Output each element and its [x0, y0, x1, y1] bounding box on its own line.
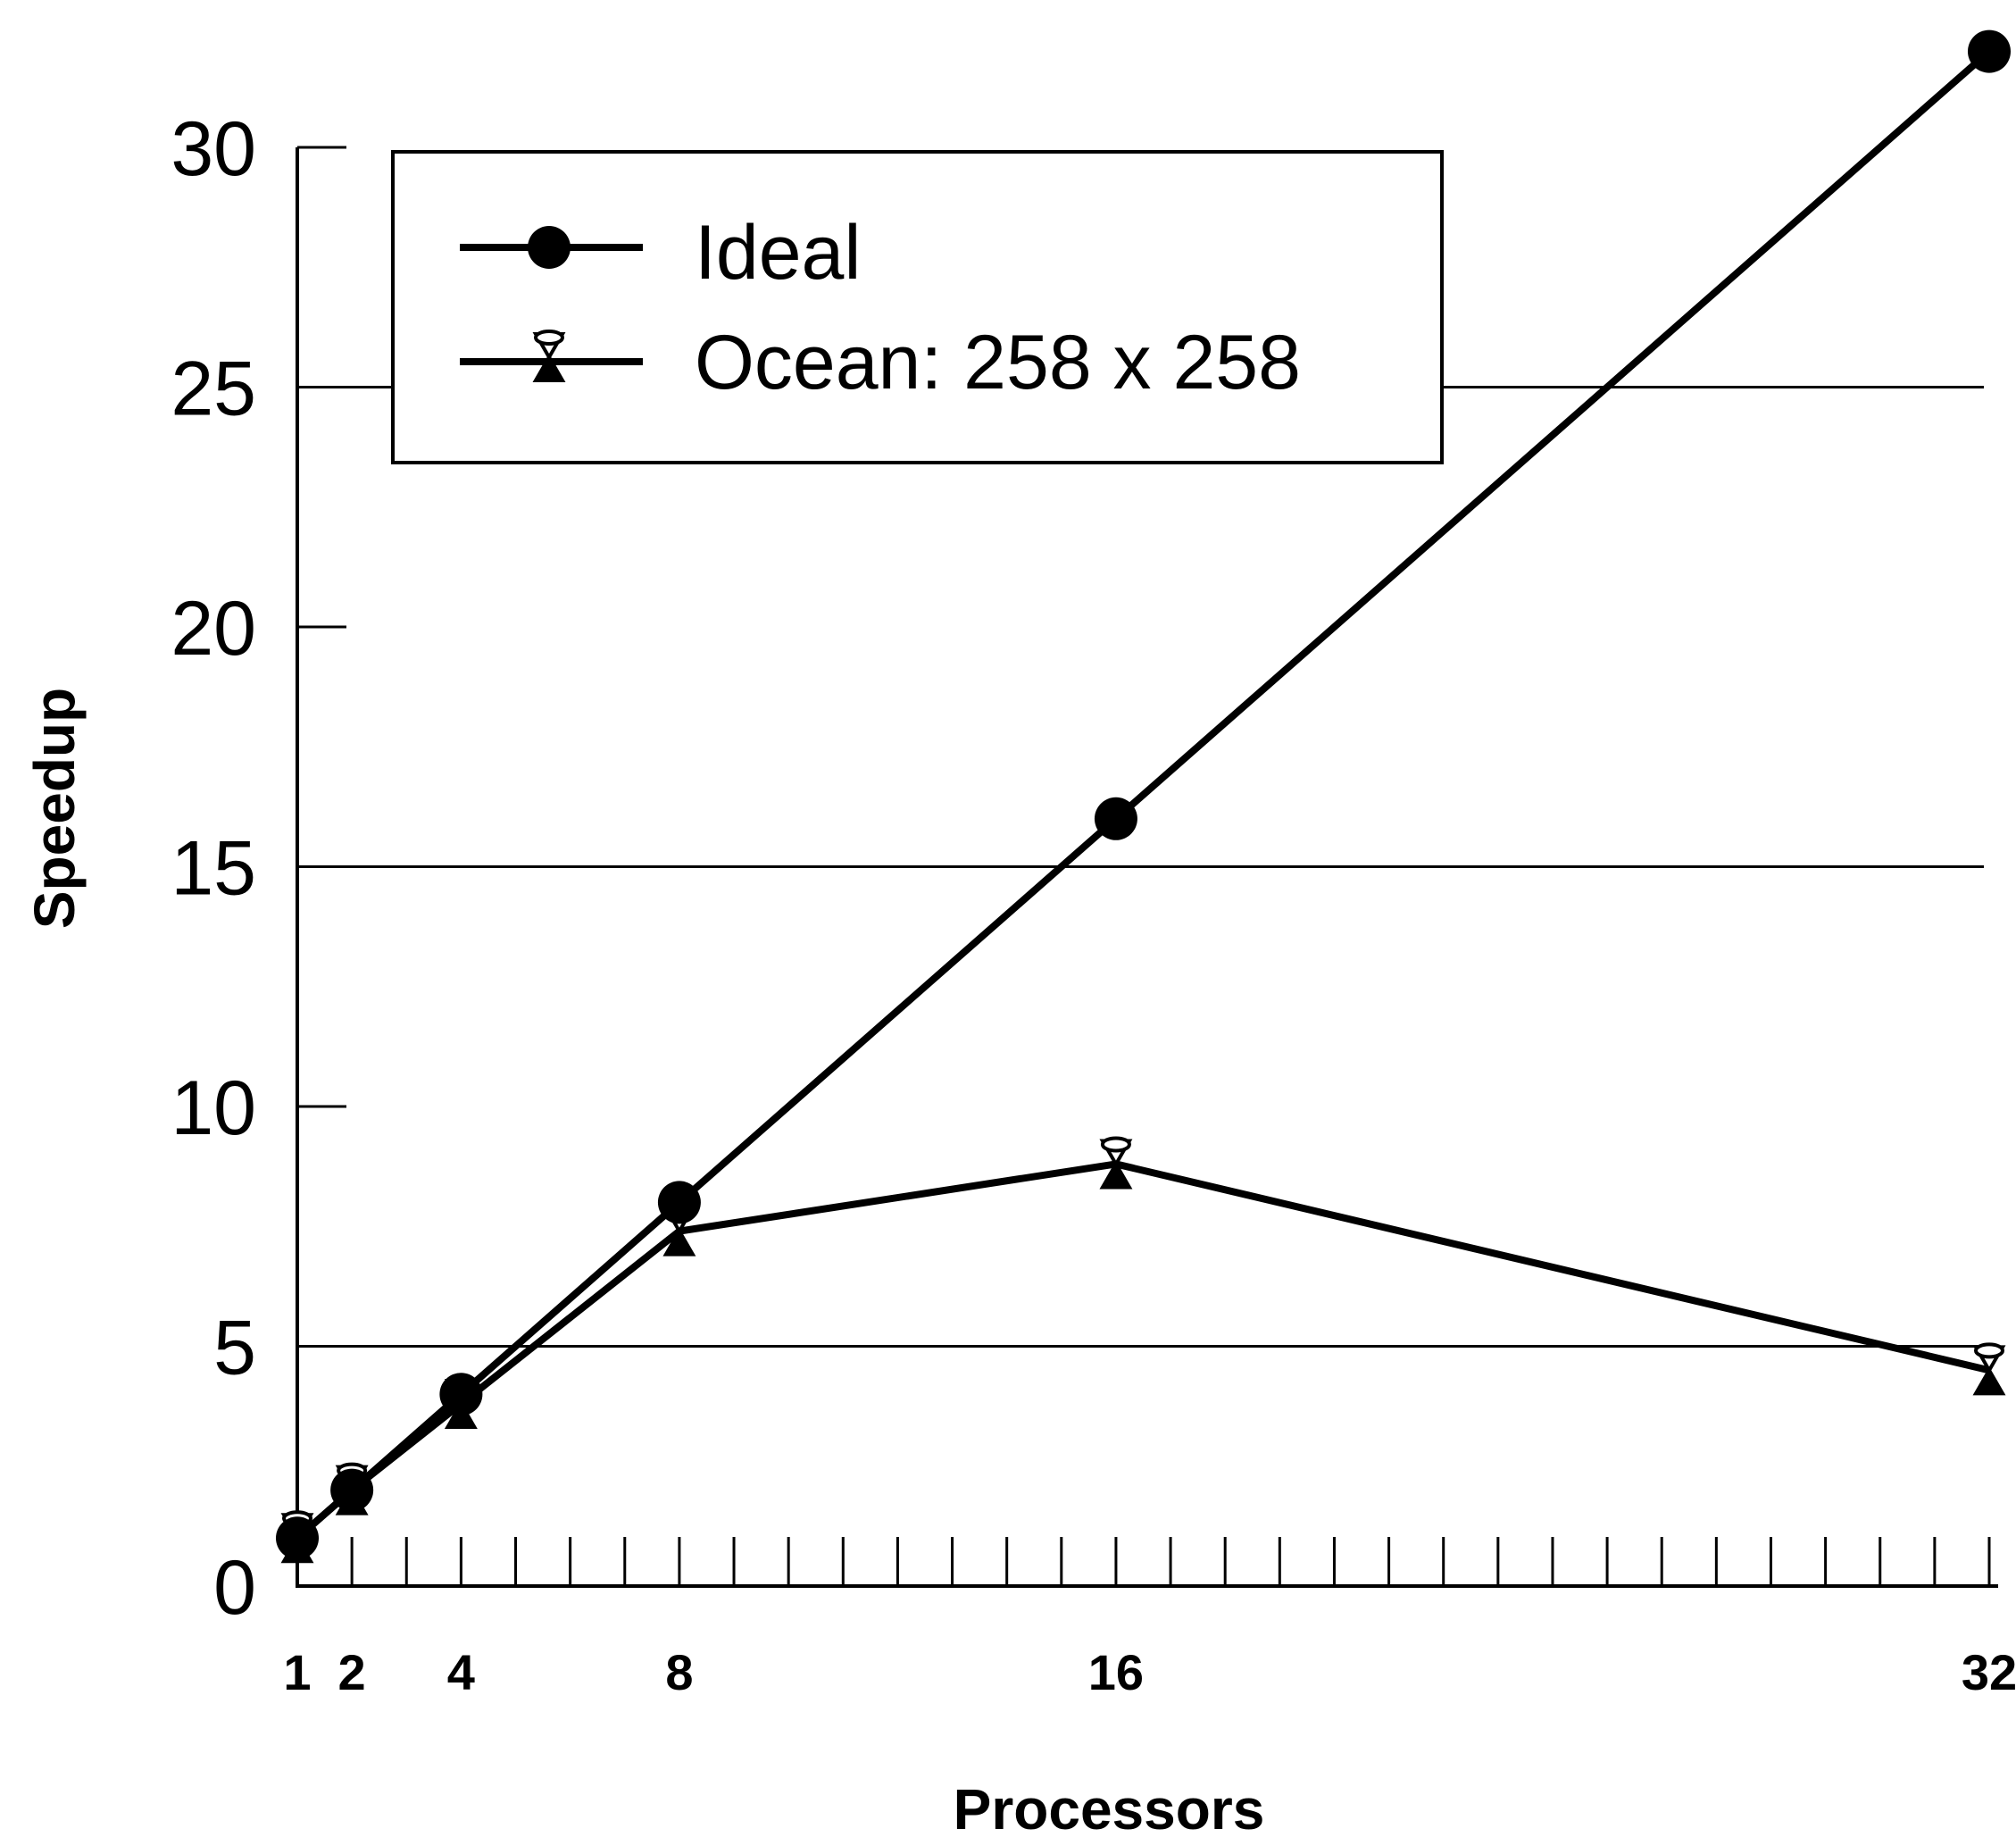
- legend-marker-ocean: [532, 330, 566, 382]
- x-tick-label-8: 8: [665, 1644, 693, 1700]
- y-tick-label-5: 5: [213, 1306, 256, 1391]
- legend-label-ideal: Ideal: [695, 210, 862, 296]
- legend-marker-ideal: [528, 226, 571, 269]
- legend-box: [391, 150, 1444, 464]
- ocean-point-16-cap: [1100, 1136, 1131, 1153]
- ocean-point-8-bottom: [662, 1227, 696, 1257]
- y-tick-label-30: 30: [171, 106, 256, 192]
- y-tick-labels: 0 5 10 15 20 25 30: [171, 106, 256, 1631]
- ocean-point-32-cap: [1974, 1342, 2004, 1359]
- x-tick-labels: 1 2 4 8 16 32: [283, 1644, 2016, 1700]
- legend-hourglass-cap: [534, 330, 564, 346]
- axes: [296, 146, 1998, 1588]
- ideal-point-2: [330, 1468, 374, 1512]
- ideal-point-32: [1968, 29, 2011, 73]
- y-tick-label-20: 20: [171, 586, 256, 672]
- y-tick-label-25: 25: [171, 347, 256, 432]
- legend: Ideal Ocean: 258 x 258: [391, 150, 1444, 464]
- x-tick-label-32: 32: [1962, 1644, 2016, 1700]
- x-tick-label-1: 1: [283, 1644, 311, 1700]
- legend-hourglass: [532, 330, 566, 382]
- gridlines: [297, 386, 1984, 1348]
- x-tick-label-16: 16: [1088, 1644, 1144, 1700]
- ocean-point-32: [1972, 1342, 2006, 1396]
- x-axis-label: Processors: [954, 1777, 1265, 1837]
- legend-label-ocean: Ocean: 258 x 258: [695, 320, 1301, 405]
- ocean-point-32-bottom: [1972, 1366, 2006, 1396]
- legend-hourglass-bottom: [532, 353, 566, 382]
- ideal-point-8: [657, 1181, 701, 1224]
- y-axis-label: Speedup: [22, 688, 87, 929]
- ideal-point-4: [439, 1373, 483, 1416]
- ocean-point-16: [1099, 1136, 1133, 1190]
- y-tick-label-10: 10: [171, 1065, 256, 1151]
- ocean-point-16-bottom: [1099, 1160, 1133, 1190]
- y-tick-label-15: 15: [171, 826, 256, 912]
- x-tick-label-2: 2: [338, 1644, 366, 1700]
- series-line-ocean: [295, 1160, 1990, 1541]
- ideal-point-16: [1094, 797, 1137, 840]
- x-tick-label-4: 4: [447, 1644, 475, 1700]
- series-layer: [276, 29, 2011, 1564]
- ideal-point-1: [276, 1516, 319, 1560]
- y-tick-label-0: 0: [213, 1545, 256, 1631]
